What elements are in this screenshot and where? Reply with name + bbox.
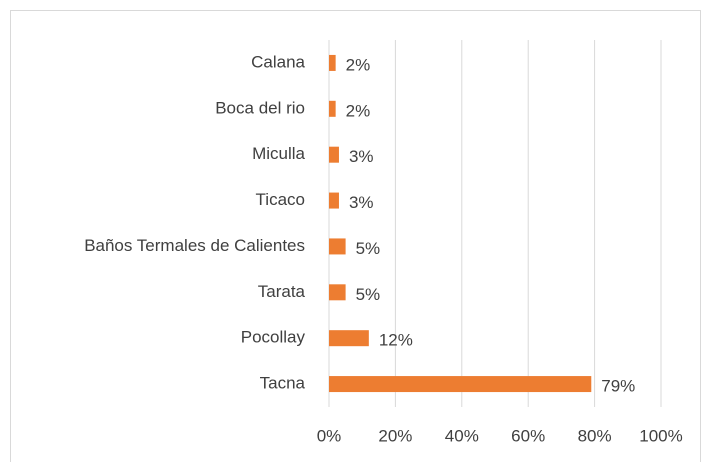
data-label: 2% bbox=[346, 101, 371, 120]
chart-border bbox=[10, 10, 701, 462]
x-tick-label: 40% bbox=[445, 426, 479, 445]
data-label: 5% bbox=[356, 239, 381, 258]
x-tick-label: 20% bbox=[378, 426, 412, 445]
bar bbox=[329, 192, 339, 209]
y-tick-label: Tarata bbox=[258, 282, 306, 301]
bar bbox=[329, 238, 346, 255]
y-tick-label: Miculla bbox=[252, 144, 305, 163]
bar bbox=[329, 146, 339, 163]
x-tick-label: 100% bbox=[639, 426, 682, 445]
data-label: 3% bbox=[349, 193, 374, 212]
y-tick-label: Pocollay bbox=[241, 328, 306, 347]
data-label: 5% bbox=[356, 285, 381, 304]
bar bbox=[329, 330, 369, 347]
y-tick-label: Tacna bbox=[260, 374, 306, 393]
y-tick-label: Baños Termales de Calientes bbox=[84, 236, 305, 255]
x-tick-label: 80% bbox=[578, 426, 612, 445]
bar bbox=[329, 376, 592, 393]
x-tick-label: 60% bbox=[511, 426, 545, 445]
y-tick-label: Calana bbox=[251, 52, 305, 71]
x-tick-label: 0% bbox=[317, 426, 342, 445]
y-tick-label: Boca del rio bbox=[215, 98, 305, 117]
bar bbox=[329, 54, 336, 71]
bar bbox=[329, 100, 336, 117]
data-label: 3% bbox=[349, 147, 374, 166]
data-label: 12% bbox=[379, 331, 413, 350]
y-tick-label: Ticaco bbox=[256, 190, 305, 209]
data-label: 2% bbox=[346, 55, 371, 74]
data-label: 79% bbox=[601, 377, 635, 396]
bar bbox=[329, 284, 346, 301]
